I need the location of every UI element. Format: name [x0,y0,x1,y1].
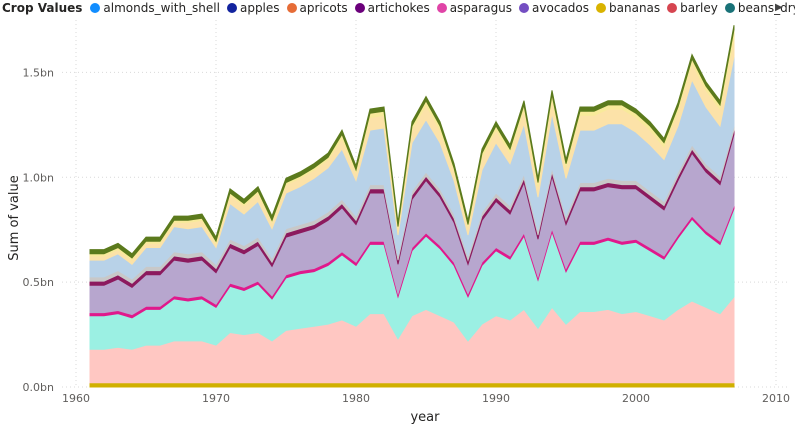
x-axis-ticks: 1960 1970 1980 1990 2000 2010 [62,392,790,405]
y-axis-title: Sum of value [7,175,22,260]
legend-label: avocados [532,0,590,15]
legend: Crop Values almonds_with_shell apples apri… [2,0,795,16]
legend-item-apricots[interactable]: apricots [286,0,348,15]
legend-item-barley[interactable]: barley [667,1,718,15]
x-axis-title: year [410,410,440,425]
y-tick-label: 1.0bn [23,171,54,184]
legend-item-asparagus[interactable]: asparagus [436,0,513,15]
legend-items: almonds_with_shell apples apricots artichok… [90,1,795,16]
legend-item-apples[interactable]: apples [226,0,280,15]
x-tick-label: 1990 [482,392,510,405]
legend-dot [436,2,447,13]
series-areas [89,25,735,388]
legend-item-bananas[interactable]: bananas [596,1,660,15]
legend-dot [667,2,678,13]
legend-dot [226,2,237,13]
legend-item-artichokes[interactable]: artichokes [354,0,430,15]
x-tick-label: 2010 [762,392,790,405]
legend-label: apples [239,0,280,15]
legend-dot [724,2,735,13]
legend-label: bananas [609,0,661,15]
legend-dot [354,2,365,13]
legend-dot [596,2,607,13]
y-tick-label: 0.5bn [23,276,54,289]
series-area-10[interactable] [89,25,735,259]
legend-label: artichokes [367,0,430,15]
x-tick-label: 2000 [622,392,650,405]
y-axis-ticks: 0.0bn 0.5bn 1.0bn 1.5bn [23,66,54,394]
y-tick-label: 1.5bn [23,66,54,79]
legend-label: asparagus [449,0,513,15]
legend-dot [286,2,297,13]
legend-item-avocados[interactable]: avocados [519,1,589,15]
legend-next-arrow-icon[interactable]: ▶ [775,2,783,13]
legend-dot [90,2,101,13]
x-tick-label: 1980 [342,392,370,405]
series-area-0[interactable] [89,382,735,388]
x-tick-label: 1960 [62,392,90,405]
legend-label: apricots [299,0,348,15]
legend-dot [519,2,530,13]
legend-label: beans_dry [737,0,795,15]
legend-label: barley [680,0,718,15]
y-tick-label: 0.0bn [23,381,54,394]
legend-item-beans_dry[interactable]: beans_dry [724,0,795,15]
legend-label: almonds_with_shell [103,0,220,15]
legend-item-almonds_with_shell[interactable]: almonds_with_shell [90,1,220,15]
legend-title: Crop Values [2,1,83,15]
x-tick-label: 1970 [202,392,230,405]
